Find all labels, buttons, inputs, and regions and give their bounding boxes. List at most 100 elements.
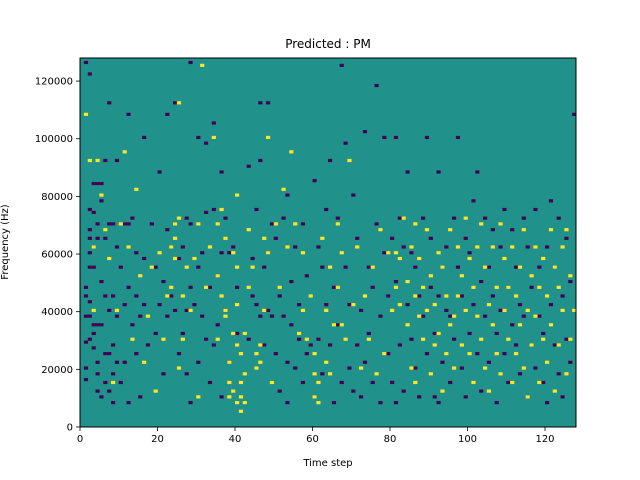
heatmap-cell-low [366, 331, 371, 336]
heatmap-cell-high [556, 343, 561, 347]
y-tick-label: 20000 [41, 365, 73, 376]
heatmap-cell-low [138, 395, 143, 399]
heatmap-cell-low [180, 331, 185, 336]
heatmap-cell-high [382, 352, 387, 356]
heatmap-cell-high [486, 303, 492, 307]
heatmap-cell-high [316, 380, 321, 385]
heatmap-cell-low [219, 251, 224, 255]
heatmap-cell-high [277, 285, 282, 289]
heatmap-cell-low [537, 265, 542, 269]
heatmap-cell-high [266, 135, 271, 140]
heatmap-cell-low [165, 112, 170, 116]
heatmap-cell-low [95, 181, 100, 186]
heatmap-cell-low [328, 158, 333, 163]
heatmap-cell-high [545, 360, 550, 364]
heatmap-cell-low [200, 251, 205, 255]
heatmap-cell-low [87, 337, 92, 341]
heatmap-cell-high [111, 380, 116, 385]
heatmap-cell-low [483, 216, 488, 220]
heatmap-cell-high [161, 337, 166, 341]
heatmap-cell-low [83, 366, 89, 370]
heatmap-cell-high [254, 352, 259, 356]
heatmap-cell-high [122, 150, 127, 154]
heatmap-cell-low [362, 360, 368, 364]
heatmap-cell-low [138, 314, 143, 318]
heatmap-cell-low [405, 170, 410, 174]
heatmap-cell-high [304, 337, 309, 341]
heatmap-cell-low [200, 314, 205, 318]
heatmap-cell-low [277, 389, 282, 393]
heatmap-cell-low [343, 141, 348, 145]
heatmap-cell-low [533, 207, 538, 212]
heatmap-cell-low [556, 216, 561, 220]
heatmap-cell-low [107, 308, 112, 312]
x-tick-label: 40 [229, 434, 242, 445]
heatmap-cell-high [374, 372, 379, 376]
heatmap-cell-high [525, 308, 530, 312]
heatmap-cell-high [219, 294, 224, 298]
heatmap-cell-low [510, 228, 515, 232]
heatmap-cell-low [568, 279, 573, 284]
heatmap-cell-low [289, 323, 294, 327]
heatmap-cell-low [355, 236, 360, 240]
heatmap-cell-high [223, 236, 228, 240]
heatmap-cell-high [246, 228, 251, 232]
heatmap-cell-low [436, 170, 441, 174]
heatmap-cell-low [502, 352, 507, 356]
heatmap-cell-high [211, 135, 216, 140]
heatmap-cell-low [564, 337, 569, 341]
x-axis-label: Time step [302, 458, 352, 469]
heatmap-cell-high [173, 256, 178, 261]
heatmap-cell-low [386, 294, 391, 298]
heatmap-cell-low [374, 222, 379, 226]
heatmap-cell-low [413, 366, 418, 370]
y-axis: 0 20000 40000 60000 80000 100000 120000 [35, 77, 80, 434]
heatmap-cell-low [525, 245, 530, 249]
heatmap-cell-low [293, 245, 298, 249]
heatmap-cell-low [83, 294, 89, 298]
heatmap-cell-high [502, 308, 507, 312]
heatmap-cell-high [393, 251, 399, 255]
heatmap-cell-low [157, 170, 162, 174]
heatmap-cell-low [204, 141, 209, 145]
heatmap-cell-low [351, 193, 356, 197]
heatmap-cell-low [541, 331, 546, 336]
heatmap-cell-high [448, 228, 453, 232]
heatmap-cell-high [552, 389, 557, 393]
heatmap-cell-low [103, 380, 108, 385]
heatmap-cell-low [568, 360, 573, 364]
heatmap-cell-low [188, 401, 193, 405]
heatmap-cell-low [479, 389, 484, 393]
heatmap-cell-high [428, 274, 433, 278]
heatmap-cell-low [432, 395, 437, 399]
heatmap-cell-high [537, 285, 542, 289]
heatmap-cell-low [545, 245, 550, 249]
heatmap-cell-high [196, 222, 201, 226]
heatmap-cell-high [448, 323, 453, 327]
heatmap-cell-high [242, 401, 247, 405]
heatmap-cell-high [196, 395, 201, 399]
heatmap-cell-low [122, 360, 127, 364]
heatmap-cell-high [498, 222, 503, 226]
heatmap-cell-low [541, 380, 546, 385]
heatmap-cell-high [452, 314, 457, 318]
heatmap-cell-high [227, 380, 232, 385]
heatmap-cell-high [537, 380, 542, 385]
heatmap-cell-low [401, 389, 406, 393]
heatmap-cell-high [483, 366, 488, 370]
heatmap-cell-low [521, 314, 526, 318]
heatmap-cell-low [122, 222, 127, 226]
heatmap-cell-low [126, 222, 131, 226]
heatmap-cell-high [215, 274, 220, 278]
heatmap-cell-high [328, 265, 333, 269]
heatmap-cell-low [126, 285, 131, 289]
heatmap-cell-high [269, 380, 275, 385]
heatmap-cell-low [397, 216, 402, 220]
heatmap-cell-high [91, 308, 96, 312]
heatmap-cell-high [339, 251, 344, 255]
heatmap-cell-low [517, 303, 523, 307]
heatmap-cell-high [521, 228, 526, 232]
heatmap-cell-high [455, 245, 461, 249]
heatmap-cell-high [235, 343, 240, 347]
heatmap-cell-high [235, 303, 240, 307]
